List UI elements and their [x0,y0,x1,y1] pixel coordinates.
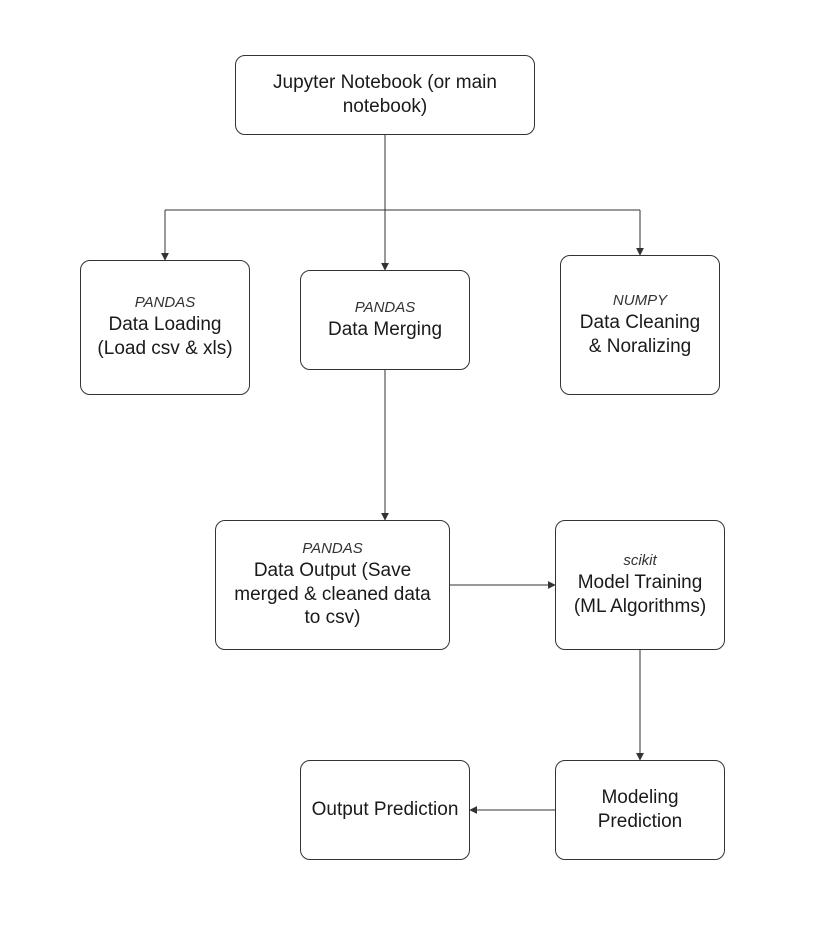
node-clean-label: Data Cleaning & Noralizing [571,311,709,359]
node-outpred-label: Output Prediction [312,798,459,822]
node-load-tag: PANDAS [135,294,196,311]
node-root: Jupyter Notebook (or main notebook) [235,55,535,135]
node-modpred-label: Modeling Prediction [566,786,714,834]
node-modpred: Modeling Prediction [555,760,725,860]
node-train: scikit Model Training (ML Algorithms) [555,520,725,650]
node-train-tag: scikit [623,552,656,569]
node-outpred: Output Prediction [300,760,470,860]
node-output-label: Data Output (Save merged & cleaned data … [226,559,439,630]
node-root-label: Jupyter Notebook (or main notebook) [246,71,524,119]
node-clean-tag: NUMPY [613,292,667,309]
node-output-tag: PANDAS [302,540,363,557]
node-load-label: Data Loading (Load csv & xls) [91,313,239,361]
node-train-label: Model Training (ML Algorithms) [566,571,714,619]
node-merge-label: Data Merging [328,318,442,342]
node-merge: PANDAS Data Merging [300,270,470,370]
node-output: PANDAS Data Output (Save merged & cleaned… [215,520,450,650]
node-load: PANDAS Data Loading (Load csv & xls) [80,260,250,395]
node-clean: NUMPY Data Cleaning & Noralizing [560,255,720,395]
node-merge-tag: PANDAS [355,299,416,316]
